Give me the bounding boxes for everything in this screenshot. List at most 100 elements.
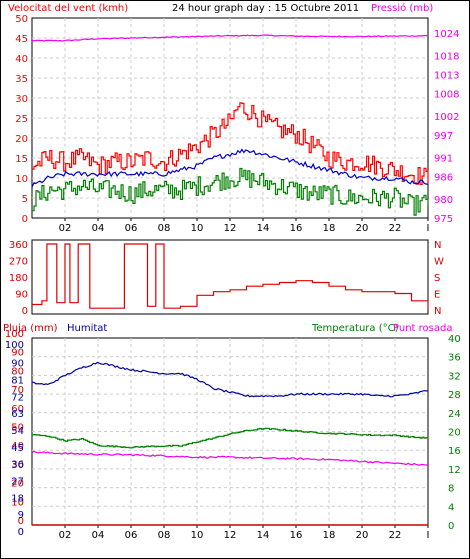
rain-tick-label: 70 bbox=[11, 385, 24, 396]
wind-speed-tick-label: 20 bbox=[15, 134, 28, 145]
x-tick-label: 20 bbox=[356, 530, 369, 541]
temperature-tick-label: 20 bbox=[448, 428, 461, 439]
x-tick-label: 06 bbox=[125, 223, 138, 234]
compass-letter: W bbox=[434, 257, 444, 268]
x-tick-label: 12 bbox=[224, 223, 237, 234]
direction-tick-label: 270 bbox=[9, 257, 28, 268]
temperature-tick-label: 12 bbox=[448, 465, 461, 476]
panel2-plot-area bbox=[31, 239, 429, 315]
rain-tick-label: 40 bbox=[11, 441, 24, 452]
pressure-tick-label: 1008 bbox=[434, 89, 459, 100]
rain-axis-title: Pluja (mm) bbox=[3, 323, 58, 334]
wind-speed-axis-title: Velocitat del vent (kmh) bbox=[8, 3, 128, 14]
rain-tick-label: 20 bbox=[11, 479, 24, 490]
rain-tick-label: 0 bbox=[18, 516, 24, 527]
humidity-tick-label: 63 bbox=[11, 409, 24, 420]
dewpoint-line bbox=[31, 450, 429, 466]
temperature-tick-label: 40 bbox=[448, 334, 461, 345]
pressure-tick-label: 1013 bbox=[434, 71, 459, 82]
rain-tick-label: 50 bbox=[11, 423, 24, 434]
x-tick-label: 18 bbox=[323, 530, 336, 541]
humidity-tick-label: 54 bbox=[11, 426, 24, 437]
pressure-tick-label: 991 bbox=[434, 154, 453, 165]
temperature-tick-label: 28 bbox=[448, 390, 461, 401]
x-tick-label: 18 bbox=[323, 223, 336, 234]
humidity-tick-label: 72 bbox=[11, 392, 24, 403]
x-tick-label: 04 bbox=[92, 223, 105, 234]
compass-letter: N bbox=[434, 306, 441, 317]
temperature-tick-label: 0 bbox=[448, 521, 454, 532]
x-tick-label: I bbox=[427, 223, 430, 234]
temperature-tick-label: 16 bbox=[448, 446, 461, 457]
panel-wind-pressure: Velocitat del vent (kmh) 24 hour graph d… bbox=[8, 2, 459, 234]
compass-letter: N bbox=[434, 240, 441, 251]
pressure-tick-label: 997 bbox=[434, 131, 453, 142]
temperature-tick-label: 4 bbox=[448, 502, 454, 513]
direction-tick-label: 90 bbox=[15, 290, 28, 301]
temperature-tick-label: 36 bbox=[448, 353, 461, 364]
pressure-tick-label: 1002 bbox=[434, 112, 459, 123]
x-tick-label: 02 bbox=[59, 530, 72, 541]
x-tick-label: 16 bbox=[290, 530, 303, 541]
temperature-tick-label: 32 bbox=[448, 371, 461, 382]
humidity-tick-label: 100 bbox=[5, 340, 24, 351]
x-tick-label: 22 bbox=[389, 530, 402, 541]
direction-tick-label: 180 bbox=[9, 273, 28, 284]
wind-speed-tick-label: 35 bbox=[15, 74, 28, 85]
rain-tick-label: 80 bbox=[11, 366, 24, 377]
x-tick-label: 02 bbox=[59, 223, 72, 234]
pressure-tick-label: 975 bbox=[434, 214, 453, 225]
x-tick-label: 14 bbox=[257, 530, 270, 541]
humidity-tick-label: 81 bbox=[11, 376, 24, 387]
humidity-tick-label: 9 bbox=[18, 510, 24, 521]
direction-tick-label: 0 bbox=[22, 306, 28, 317]
temperature-line bbox=[32, 427, 429, 449]
humidity-axis-title: Humitat bbox=[67, 323, 107, 334]
humidity-tick-label: 18 bbox=[11, 493, 24, 504]
wind-speed-tick-label: 0 bbox=[22, 214, 28, 225]
x-tick-label: 10 bbox=[191, 223, 204, 234]
wind-avg-line bbox=[31, 148, 429, 188]
x-tick-label: 08 bbox=[158, 530, 171, 541]
rain-tick-label: 30 bbox=[11, 460, 24, 471]
x-tick-label: I bbox=[427, 530, 430, 541]
pressure-tick-label: 986 bbox=[434, 172, 453, 183]
humidity-tick-label: 0 bbox=[18, 527, 24, 538]
humidity-tick-label: 27 bbox=[11, 477, 24, 488]
temperature-tick-label: 24 bbox=[448, 409, 461, 420]
wind-speed-tick-label: 5 bbox=[22, 194, 28, 205]
rain-tick-label: 90 bbox=[11, 348, 24, 359]
pressure-tick-label: 1024 bbox=[434, 29, 459, 40]
x-tick-label: 20 bbox=[356, 223, 369, 234]
pressure-tick-label: 1018 bbox=[434, 52, 459, 63]
wind-min-line bbox=[32, 167, 429, 216]
humidity-tick-label: 90 bbox=[11, 359, 24, 370]
x-tick-label: 22 bbox=[389, 223, 402, 234]
wind-direction-line bbox=[32, 243, 429, 310]
x-tick-label: 08 bbox=[158, 223, 171, 234]
x-tick-label: 12 bbox=[224, 530, 237, 541]
humidity-tick-label: 45 bbox=[11, 443, 24, 454]
wind-speed-tick-label: 30 bbox=[15, 94, 28, 105]
wind-gust-line bbox=[32, 102, 429, 185]
compass-letter: E bbox=[434, 290, 440, 301]
humidity-tick-label: 36 bbox=[11, 460, 24, 471]
panel-rain-humidity-temperature: Pluja (mm) Humitat Temperatura (°C) Punt… bbox=[3, 323, 461, 541]
temperature-tick-label: 8 bbox=[448, 484, 454, 495]
direction-tick-label: 360 bbox=[9, 240, 28, 251]
wind-speed-tick-label: 40 bbox=[15, 54, 28, 65]
x-tick-label: 10 bbox=[191, 530, 204, 541]
wind-speed-tick-label: 25 bbox=[15, 114, 28, 125]
x-tick-label: 14 bbox=[257, 223, 270, 234]
dewpoint-axis-title: Punt rosada bbox=[393, 323, 452, 334]
rain-tick-label: 60 bbox=[11, 404, 24, 415]
wind-speed-tick-label: 15 bbox=[15, 154, 28, 165]
wind-speed-tick-label: 45 bbox=[15, 34, 28, 45]
pressure-tick-label: 980 bbox=[434, 195, 453, 206]
pressure-axis-title: Pressió (mb) bbox=[371, 2, 433, 14]
compass-letter: S bbox=[434, 273, 440, 284]
rain-tick-label: 10 bbox=[11, 497, 24, 508]
x-tick-label: 16 bbox=[290, 223, 303, 234]
